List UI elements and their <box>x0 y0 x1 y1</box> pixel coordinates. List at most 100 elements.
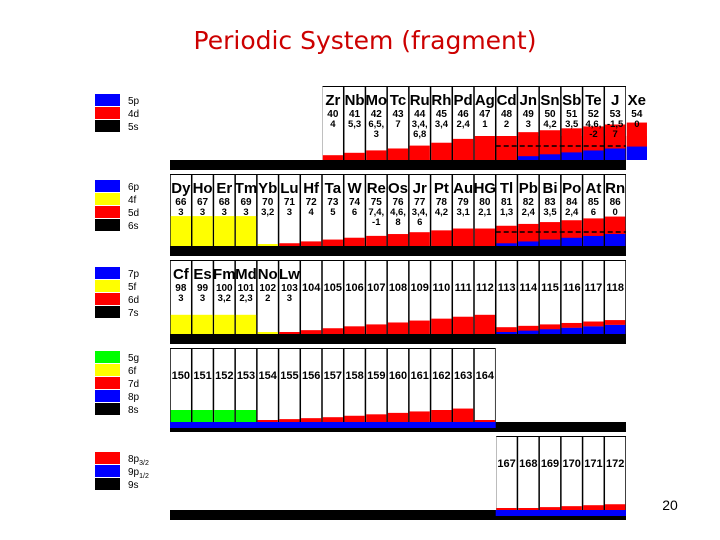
atomic-number: 117 <box>585 282 603 294</box>
legend-swatch <box>95 206 120 218</box>
oxidation-states: 2,4 <box>457 119 471 130</box>
element-cell <box>604 348 627 422</box>
element-symbol: Te <box>585 92 601 109</box>
atomic-number: 82 <box>523 197 535 208</box>
element-cell <box>474 436 497 510</box>
orbital-fill-bar <box>474 314 495 334</box>
legend-label: 8s <box>128 405 139 416</box>
oxidation-states: 7 <box>395 119 400 130</box>
element-cell: 170 <box>561 437 582 510</box>
cell-panel <box>474 349 495 422</box>
atomic-number: 102 <box>259 283 276 294</box>
oxidation-states: 7,4, <box>368 207 384 218</box>
empty-slot <box>517 348 540 422</box>
oxidation-states: 3 <box>178 207 183 218</box>
cell-panel <box>366 87 387 160</box>
cell-panel <box>561 261 582 334</box>
oxidation-states: 3,1 <box>457 207 471 218</box>
atomic-number: 167 <box>497 458 515 470</box>
element-cell: 107 <box>366 261 387 334</box>
cell-panel <box>409 87 430 160</box>
element-symbol: Ta <box>325 180 342 197</box>
orbital-fill-bar-stacked <box>561 237 582 246</box>
atomic-number: 68 <box>219 197 231 208</box>
element-cell: J53-1,57 <box>605 87 626 160</box>
element-cell: 171 <box>583 437 604 510</box>
period-row: 167 168 169 170 171 172 <box>170 436 626 520</box>
oxidation-states: 3,2 <box>261 207 274 218</box>
cell-panel <box>257 349 278 422</box>
atomic-number: 79 <box>458 197 470 208</box>
legend-swatch <box>95 452 120 464</box>
element-cell <box>582 348 605 422</box>
cell-panel <box>344 349 365 422</box>
element-symbol: Zr <box>325 92 340 109</box>
atomic-number: 163 <box>454 370 472 382</box>
cell-panel <box>605 261 626 334</box>
oxidation-states: 6 <box>352 207 357 218</box>
orbital-fill-bar <box>322 155 343 160</box>
element-cell: 111 <box>453 261 474 334</box>
atomic-number: 86 <box>610 197 622 208</box>
oxidation-states: 3 <box>200 207 205 218</box>
atomic-number: 45 <box>436 109 448 120</box>
row-base-strip <box>170 160 626 170</box>
orbital-fill-bar <box>453 138 474 160</box>
orbital-fill-bar-stacked <box>561 322 582 328</box>
orbital-fill-bar <box>366 150 387 160</box>
element-cell <box>213 86 236 160</box>
orbital-fill-bar <box>235 314 257 334</box>
element-symbol: Ho <box>193 180 213 197</box>
legend-swatch <box>95 280 120 292</box>
orbital-fill-bar <box>431 318 452 334</box>
legend-swatch <box>95 293 120 305</box>
empty-slot <box>256 86 280 160</box>
orbital-fill-bar-stacked <box>561 220 582 238</box>
element-cell: 159 <box>366 349 387 422</box>
atomic-number: 101 <box>238 283 255 294</box>
element-cell: 109 <box>409 261 430 334</box>
oxidation-states: 3,2 <box>218 293 231 304</box>
legend-label: 9s <box>128 480 139 491</box>
element-grid: Zr404Nb415,3Mo426,5,3Tc437Ru443,4,6,8Rh4… <box>170 86 647 520</box>
cell-panel <box>409 349 430 422</box>
legend-label: 6d <box>128 295 139 306</box>
legend-label: 5g <box>128 353 139 364</box>
orbital-fill-bar-stacked <box>583 235 604 246</box>
element-symbol: Sb <box>562 92 581 109</box>
cell-panel <box>301 175 322 246</box>
atomic-number: 103 <box>281 283 298 294</box>
element-symbol: Yb <box>258 180 277 197</box>
atomic-number: 150 <box>172 370 190 382</box>
atomic-number: 72 <box>306 197 318 208</box>
element-symbol: Bi <box>543 180 558 197</box>
element-cell <box>387 436 410 510</box>
atomic-number: 71 <box>284 197 296 208</box>
element-symbol: Jn <box>520 92 538 109</box>
atomic-number: 98 <box>175 283 187 294</box>
atomic-number: 99 <box>197 283 209 294</box>
orbital-fill-bar-stacked <box>539 130 561 155</box>
element-symbol: Rn <box>605 180 625 197</box>
element-cell: 118 <box>605 261 626 334</box>
atomic-number: 111 <box>455 282 472 294</box>
empty-slot <box>343 436 366 510</box>
element-cell: 154 <box>257 349 278 422</box>
orbital-fill-bar <box>453 408 474 422</box>
cell-panel <box>431 87 452 160</box>
element-symbol: Os <box>388 180 408 197</box>
period-row: Dy663Ho673Er683Tm693Yb703,2Lu713Hf724Ta7… <box>170 174 626 256</box>
atomic-number: 170 <box>563 458 581 470</box>
orbital-fill-bar <box>192 410 213 422</box>
cell-panel <box>387 175 409 246</box>
period-row: 150 151 152 153 154 155 156 157 158 159 160 161 162 1… <box>170 348 627 432</box>
atomic-number: 115 <box>541 282 559 294</box>
atomic-number: 104 <box>302 282 321 294</box>
